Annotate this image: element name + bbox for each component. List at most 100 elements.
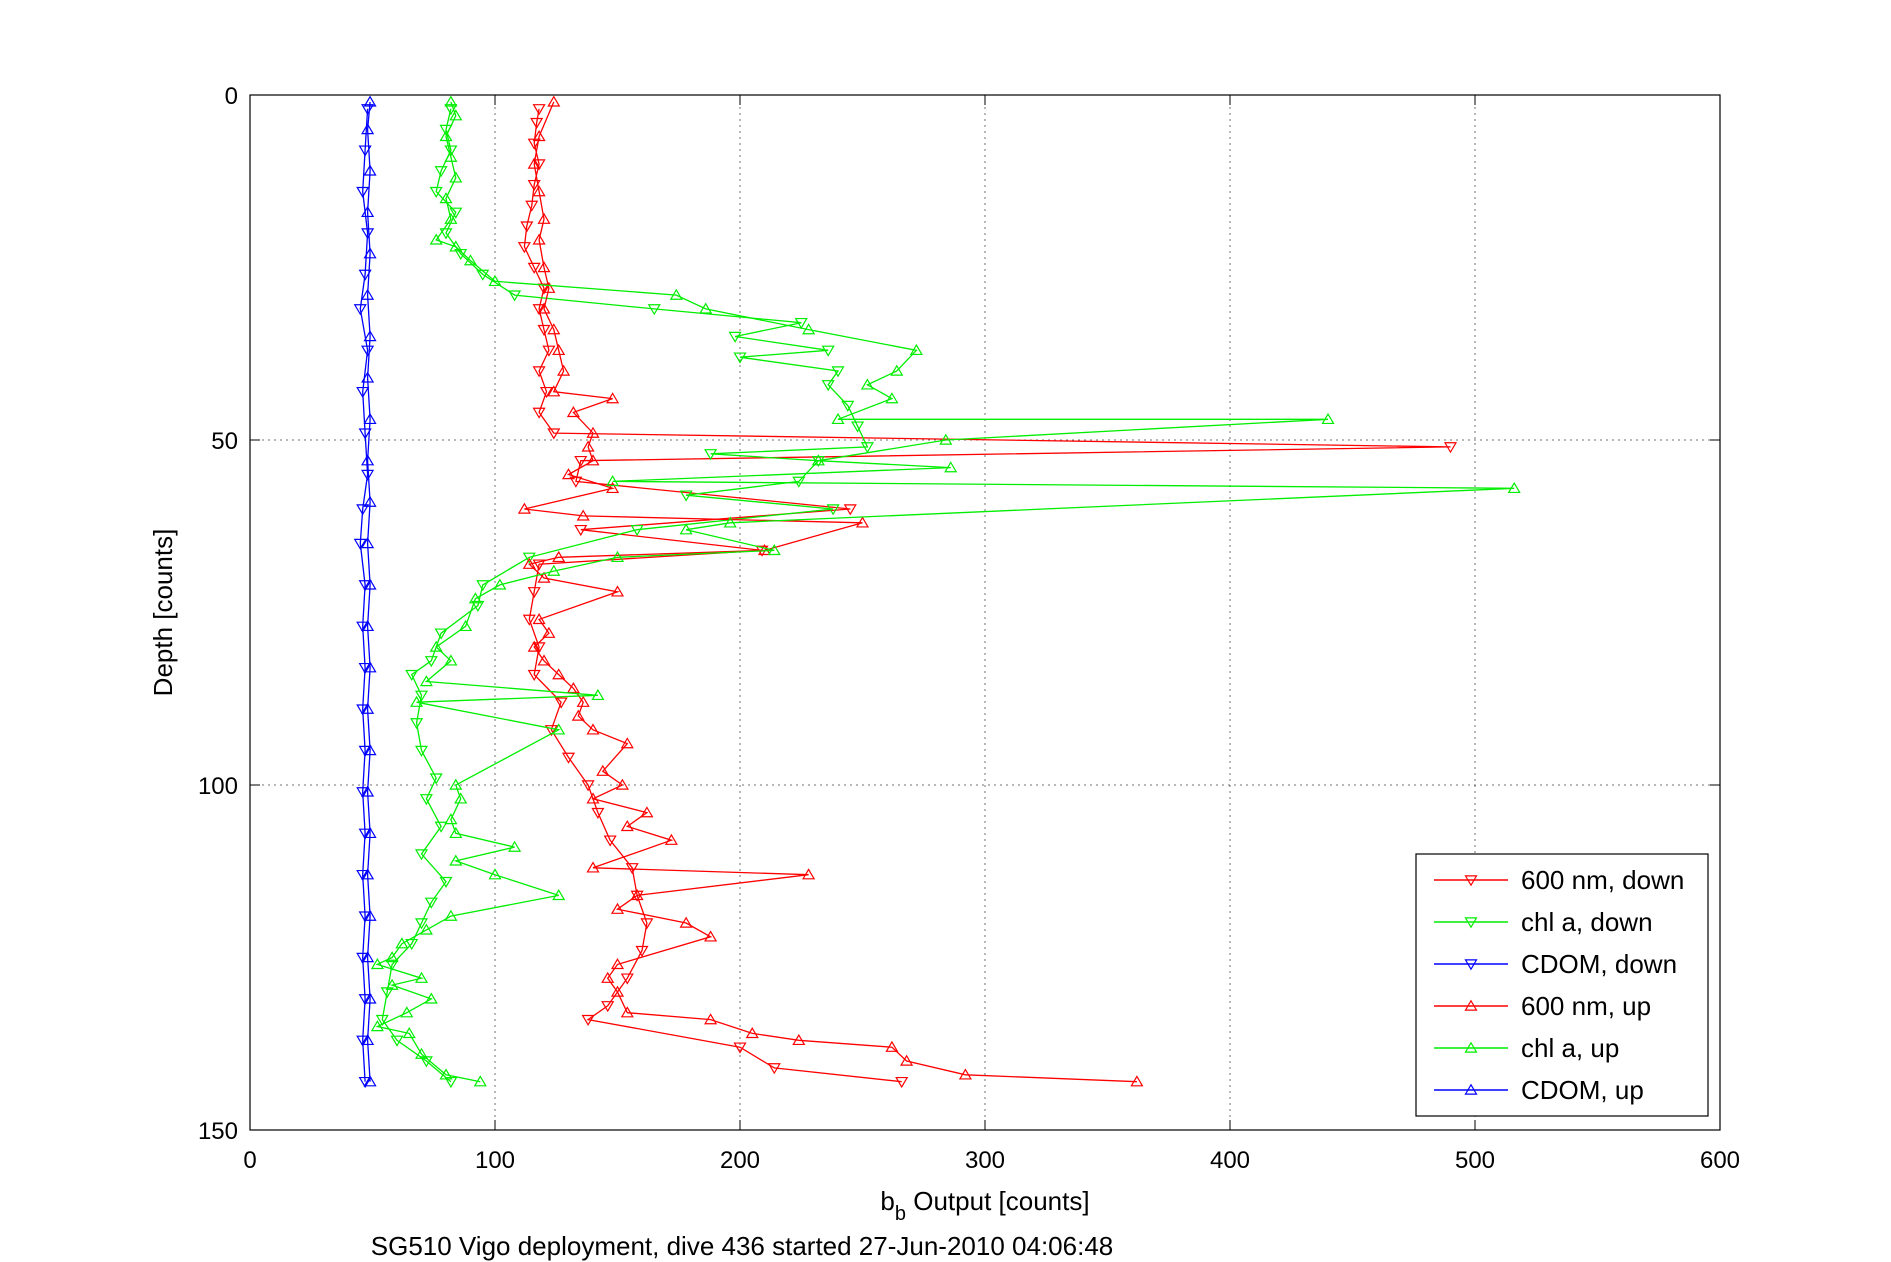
data-point	[363, 412, 377, 425]
data-point	[532, 129, 546, 142]
data-point	[363, 992, 377, 1004]
series-line	[366, 101, 371, 1082]
data-point	[900, 1054, 914, 1066]
data-point	[410, 695, 424, 707]
data-point	[557, 364, 571, 376]
y-tick-label: 100	[198, 773, 238, 800]
data-point	[586, 861, 600, 873]
data-point	[586, 723, 600, 735]
data-point	[424, 897, 438, 909]
data-point	[361, 205, 375, 218]
data-point	[552, 668, 566, 680]
data-point	[885, 392, 899, 404]
data-point	[554, 697, 568, 709]
data-point	[591, 807, 605, 820]
data-point	[561, 468, 576, 480]
data-point	[400, 1006, 414, 1018]
x-tick-label: 600	[1700, 1147, 1740, 1174]
data-point	[385, 978, 399, 990]
series-chl-a-down	[375, 104, 874, 1089]
data-point	[395, 937, 409, 949]
data-point	[831, 412, 845, 425]
y-tick-label: 50	[211, 428, 238, 455]
data-point	[860, 378, 874, 390]
legend-label: CDOM, down	[1521, 949, 1677, 979]
series-cdom-up	[361, 95, 377, 1087]
data-point	[444, 212, 458, 224]
x-tick-label: 0	[243, 1147, 256, 1174]
data-point	[361, 371, 375, 383]
data-point	[444, 150, 458, 162]
grid	[250, 95, 1720, 1130]
data-point	[581, 780, 595, 792]
data-point	[363, 95, 377, 107]
data-point	[444, 145, 458, 157]
data-point	[527, 669, 541, 682]
data-point	[410, 718, 424, 730]
data-point	[606, 392, 620, 404]
data-point	[802, 323, 816, 335]
data-point	[704, 930, 718, 942]
series-line	[524, 101, 1137, 1083]
data-point	[757, 543, 772, 556]
data-point	[537, 654, 551, 666]
data-point	[603, 835, 617, 847]
data-point	[630, 888, 644, 901]
data-point	[532, 185, 546, 197]
data-point	[356, 1035, 370, 1047]
data-point	[733, 1042, 747, 1054]
data-point	[385, 959, 399, 971]
data-point	[358, 580, 372, 592]
data-point	[851, 421, 865, 433]
data-point	[574, 455, 588, 468]
data-point	[792, 1033, 806, 1046]
data-point	[537, 212, 551, 224]
data-point	[537, 571, 551, 583]
data-point	[358, 269, 372, 281]
data-point	[552, 723, 566, 735]
data-point	[552, 888, 566, 901]
data-point	[527, 157, 541, 169]
data-point	[532, 559, 546, 571]
data-point	[463, 254, 478, 266]
data-point	[821, 380, 835, 392]
data-point	[831, 366, 845, 378]
data-point	[488, 274, 502, 287]
data-point	[647, 304, 661, 316]
data-point	[390, 1035, 404, 1047]
legend-entry: CDOM, up	[1434, 1075, 1644, 1105]
data-point	[361, 951, 375, 963]
data-point	[473, 1075, 487, 1087]
data-point	[679, 523, 693, 535]
data-point	[414, 918, 429, 930]
data-point	[620, 973, 634, 985]
data-point	[439, 228, 453, 240]
data-point	[449, 207, 463, 219]
data-point	[520, 221, 534, 233]
data-point	[532, 304, 546, 316]
data-point	[860, 442, 874, 454]
data-point	[532, 159, 546, 171]
data-point	[419, 794, 433, 806]
data-point	[419, 675, 433, 687]
data-point	[459, 619, 473, 632]
data-point	[439, 192, 453, 204]
legend-marker	[1464, 1083, 1478, 1095]
data-point	[405, 669, 419, 682]
data-point	[434, 821, 448, 833]
legend-label: chl a, down	[1521, 907, 1653, 937]
data-point	[537, 324, 551, 337]
data-point	[414, 971, 429, 983]
figure-caption: SG510 Vigo deployment, dive 436 started …	[371, 1231, 1114, 1261]
data-point	[361, 288, 375, 300]
data-point	[358, 994, 372, 1006]
data-point	[576, 695, 590, 707]
data-point	[363, 164, 377, 176]
data-point	[444, 654, 458, 666]
data-point	[802, 868, 816, 880]
data-point	[679, 490, 693, 502]
data-point	[449, 854, 463, 866]
data-point	[527, 587, 541, 599]
data-point	[434, 166, 448, 178]
data-point	[527, 640, 541, 652]
